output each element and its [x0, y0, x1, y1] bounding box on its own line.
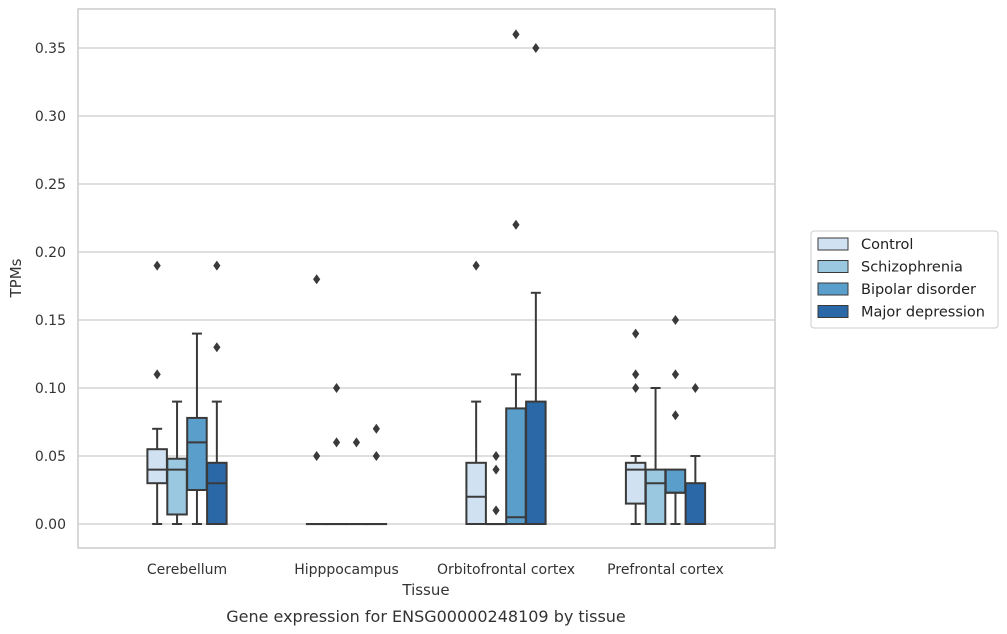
outlier-point — [352, 437, 361, 448]
outlier-point — [313, 274, 321, 285]
box-iqr — [206, 461, 228, 525]
outlier-point — [332, 437, 341, 448]
outlier-point — [512, 219, 520, 230]
outlier-point — [632, 328, 640, 339]
legend-label: Schizophrenia — [861, 260, 963, 276]
y-tick-labels: 0.00 0.05 0.10 0.15 0.20 0.25 0.30 0.35 — [35, 41, 66, 533]
box-group — [505, 29, 527, 525]
outlier-point — [492, 451, 500, 461]
x-tick-label: Hipppocampus — [294, 562, 399, 578]
box-group — [624, 328, 647, 525]
x-tick-label: Cerebellum — [147, 562, 227, 578]
x-tick-label: Prefrontal cortex — [607, 562, 724, 578]
legend: Control Schizophrenia Bipolar disorder Majo… — [810, 230, 999, 329]
box-iqr — [525, 400, 547, 526]
y-tick-label: 0.25 — [35, 177, 66, 193]
chart-caption: Gene expression for ENSG00000248109 by t… — [226, 607, 626, 626]
box-group — [166, 400, 188, 525]
x-tick-labels: Cerebellum Hipppocampus Orbitofrontal cort… — [147, 562, 724, 578]
box-group — [485, 451, 507, 526]
y-tick-label: 0.00 — [35, 517, 66, 533]
outlier-point — [472, 260, 480, 271]
legend-swatch — [817, 282, 849, 296]
box-iqr — [664, 468, 687, 494]
outlier-point — [671, 315, 680, 325]
box-group — [365, 423, 388, 526]
box-group — [465, 260, 487, 525]
outlier-point — [153, 369, 161, 380]
outlier-point — [213, 342, 221, 353]
box-iqr — [166, 457, 188, 516]
box-iqr — [644, 468, 667, 526]
x-tick-label: Orbitofrontal cortex — [437, 562, 575, 578]
box-iqr — [505, 407, 527, 525]
outlier-point — [492, 464, 500, 475]
y-tick-label: 0.10 — [35, 381, 66, 397]
outlier-point — [632, 369, 640, 380]
box-group — [186, 332, 208, 525]
box-group — [525, 43, 547, 526]
outlier-point — [372, 423, 380, 434]
legend-label: Control — [861, 237, 913, 253]
legend-label: Bipolar disorder — [861, 282, 976, 298]
box-iqr — [186, 416, 208, 492]
box-iqr — [465, 461, 487, 525]
outlier-point — [532, 43, 540, 53]
y-tick-label: 0.30 — [35, 109, 66, 125]
y-tick-label: 0.20 — [35, 245, 66, 261]
legend-swatch — [817, 260, 849, 273]
box-group — [206, 260, 228, 525]
outlier-point — [671, 369, 680, 380]
box-group — [305, 274, 328, 526]
outlier-point — [153, 260, 161, 271]
boxes — [146, 29, 707, 526]
box-group — [146, 260, 168, 525]
outlier-point — [213, 260, 221, 271]
outlier-point — [632, 383, 640, 393]
outlier-point — [332, 383, 341, 393]
box-iqr — [684, 482, 707, 526]
box-group — [644, 387, 667, 526]
plot-frame — [77, 8, 776, 549]
legend-swatch — [817, 305, 849, 318]
outlier-point — [372, 451, 380, 461]
legend-frame — [810, 230, 999, 329]
grid-lines — [78, 47, 775, 525]
outlier-point — [512, 29, 520, 40]
y-tick-label: 0.15 — [35, 313, 66, 329]
box-group — [325, 383, 348, 526]
y-axis-title: TPMs — [7, 258, 25, 298]
box-group — [684, 383, 707, 526]
outlier-point — [671, 410, 680, 421]
box-iqr — [146, 448, 168, 485]
y-tick-label: 0.35 — [35, 41, 66, 57]
legend-swatch — [817, 237, 849, 251]
outlier-point — [691, 383, 699, 393]
outlier-point — [313, 451, 321, 461]
y-tick-label: 0.05 — [35, 449, 66, 465]
x-axis-title: Tissue — [401, 581, 449, 599]
outlier-point — [492, 505, 500, 516]
box-group — [664, 315, 687, 525]
legend-label: Major depression — [861, 305, 985, 321]
box-group — [345, 437, 368, 526]
